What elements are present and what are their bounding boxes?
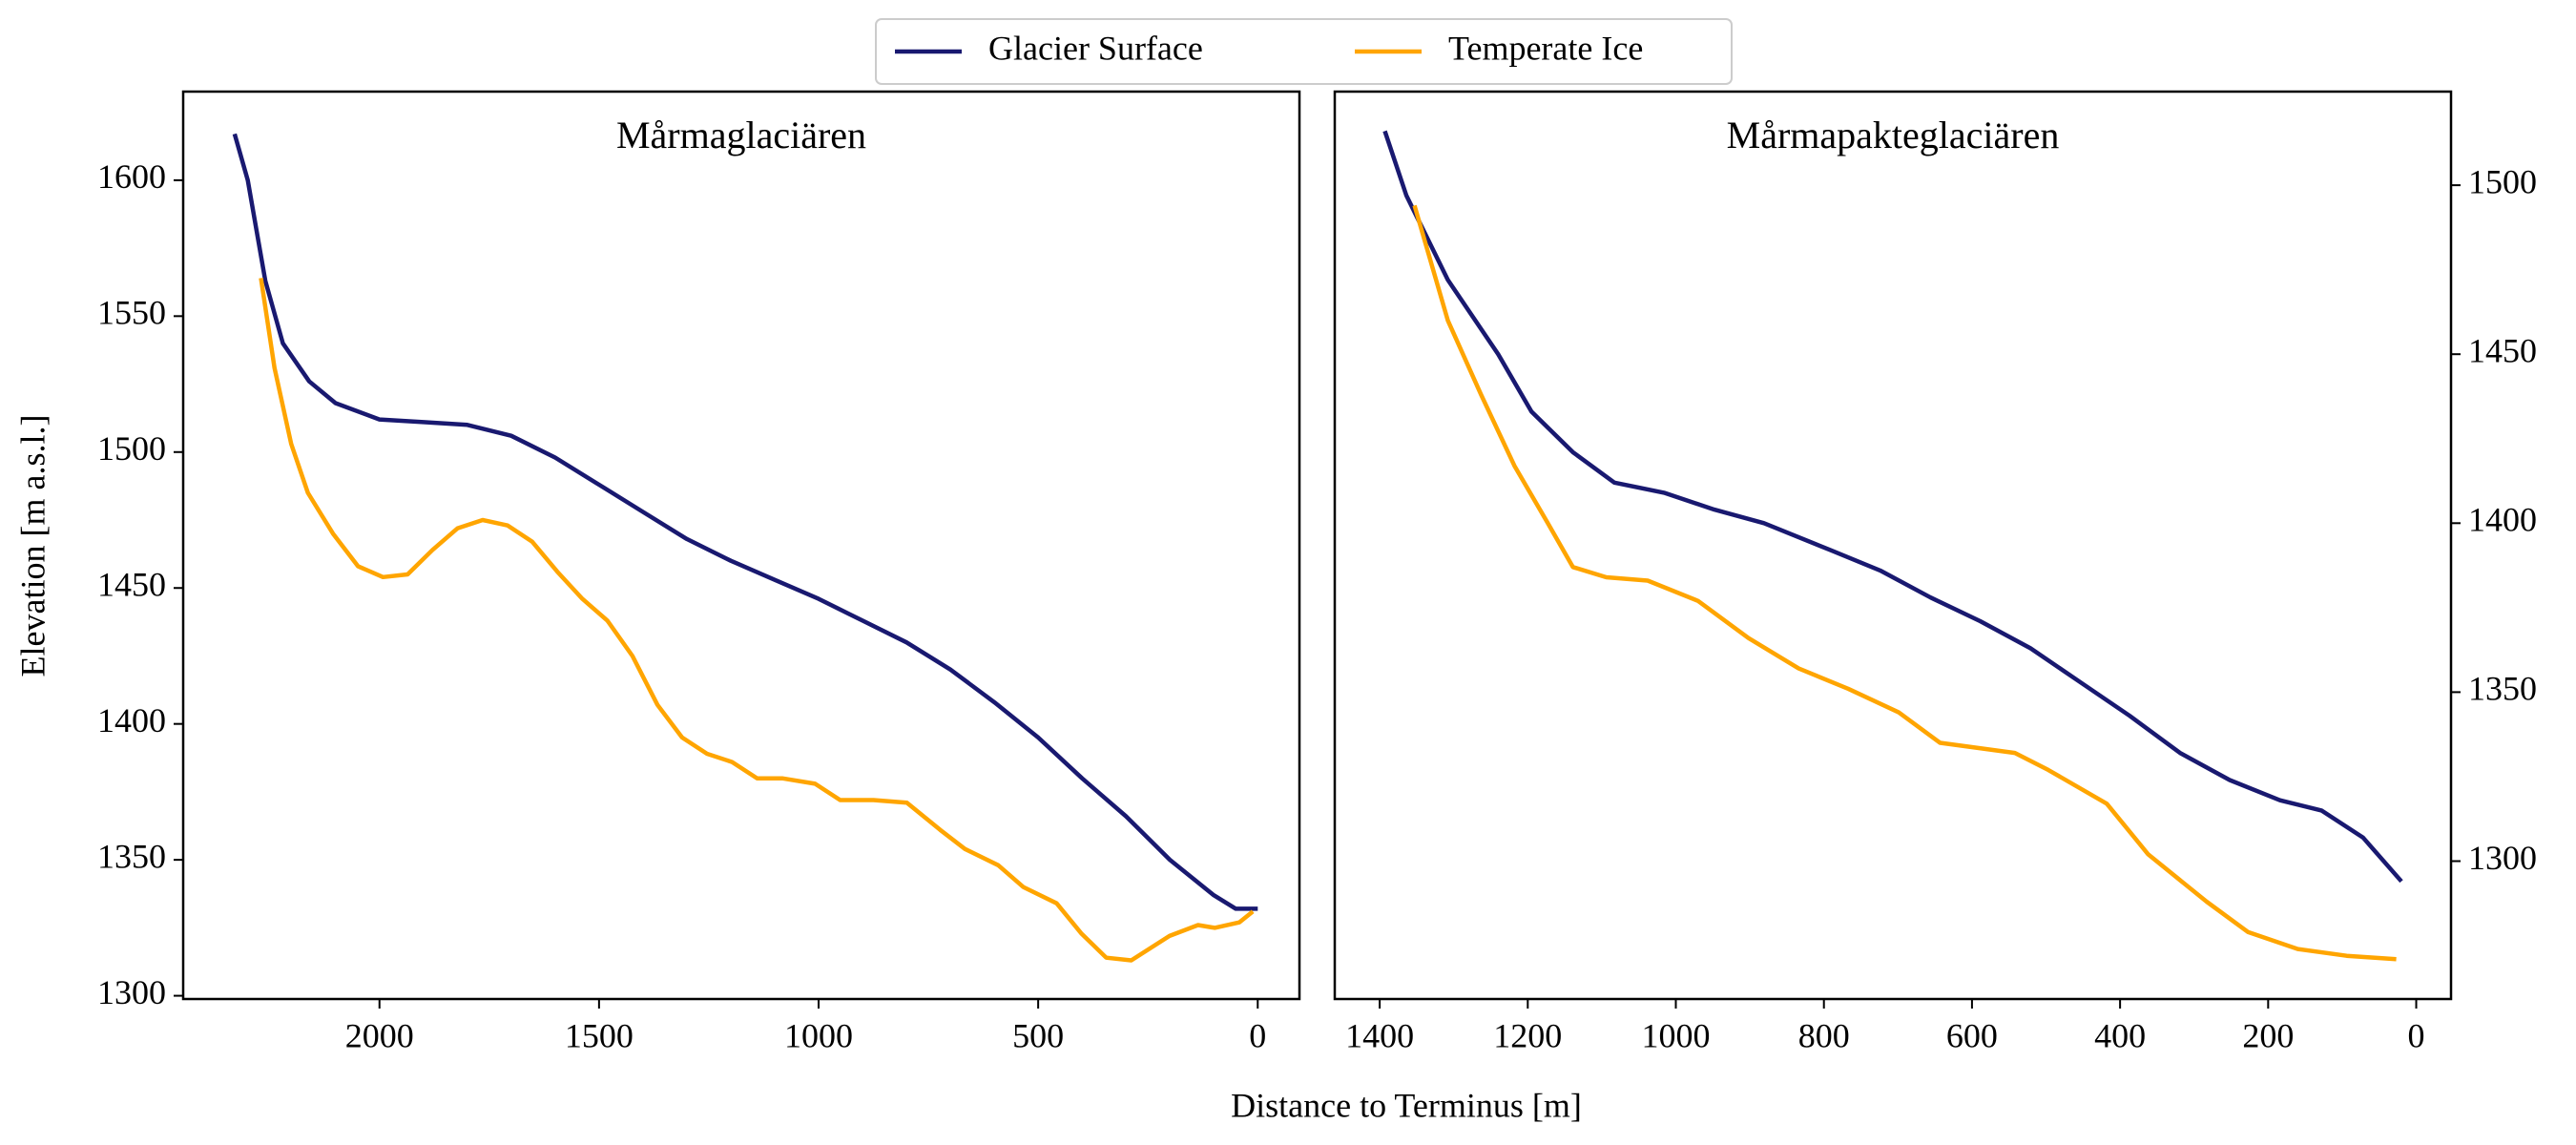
y-axis-label: Elevation [m a.s.l.] bbox=[13, 415, 52, 677]
x-tick-label: 1500 bbox=[565, 1016, 634, 1054]
legend-label: Temperate Ice bbox=[1448, 29, 1643, 67]
y-tick-label: 1300 bbox=[97, 973, 166, 1011]
series-line bbox=[1412, 204, 2397, 962]
x-tick-label: 1000 bbox=[784, 1016, 853, 1054]
series-line bbox=[259, 278, 1255, 963]
series-line bbox=[1382, 130, 2403, 884]
legend-label: Glacier Surface bbox=[988, 29, 1203, 67]
y-tick-label: 1350 bbox=[2468, 670, 2537, 708]
x-tick-label: 200 bbox=[2242, 1016, 2294, 1054]
y-tick-label: 1400 bbox=[97, 701, 166, 739]
x-tick-label: 400 bbox=[2094, 1016, 2146, 1054]
x-tick-label: 800 bbox=[1798, 1016, 1850, 1054]
x-tick-label: 500 bbox=[1012, 1016, 1064, 1054]
panel-title: Mårmaglaciären bbox=[616, 114, 866, 156]
x-tick-label: 0 bbox=[2408, 1016, 2425, 1054]
y-tick-label: 1300 bbox=[2468, 839, 2537, 877]
panel-title: Mårmapakteglaciären bbox=[1727, 114, 2060, 156]
axes-frame bbox=[1333, 90, 2453, 1001]
y-tick-label: 1450 bbox=[97, 565, 166, 603]
x-tick-label: 600 bbox=[1946, 1016, 1998, 1054]
x-tick-label: 2000 bbox=[345, 1016, 414, 1054]
y-tick-label: 1500 bbox=[2468, 162, 2537, 200]
x-axis-label: Distance to Terminus [m] bbox=[1231, 1086, 1582, 1124]
y-tick-label: 1550 bbox=[97, 294, 166, 332]
x-tick-label: 1400 bbox=[1345, 1016, 1414, 1054]
series-line bbox=[232, 133, 1258, 911]
x-tick-label: 0 bbox=[1249, 1016, 1266, 1054]
axes-frame bbox=[181, 90, 1301, 1001]
legend-box bbox=[875, 18, 1733, 85]
y-tick-label: 1350 bbox=[97, 837, 166, 875]
x-tick-label: 1200 bbox=[1493, 1016, 1562, 1054]
x-tick-label: 1000 bbox=[1642, 1016, 1711, 1054]
y-tick-label: 1400 bbox=[2468, 501, 2537, 539]
y-tick-label: 1450 bbox=[2468, 331, 2537, 369]
y-tick-label: 1600 bbox=[97, 157, 166, 196]
y-tick-label: 1500 bbox=[97, 429, 166, 468]
